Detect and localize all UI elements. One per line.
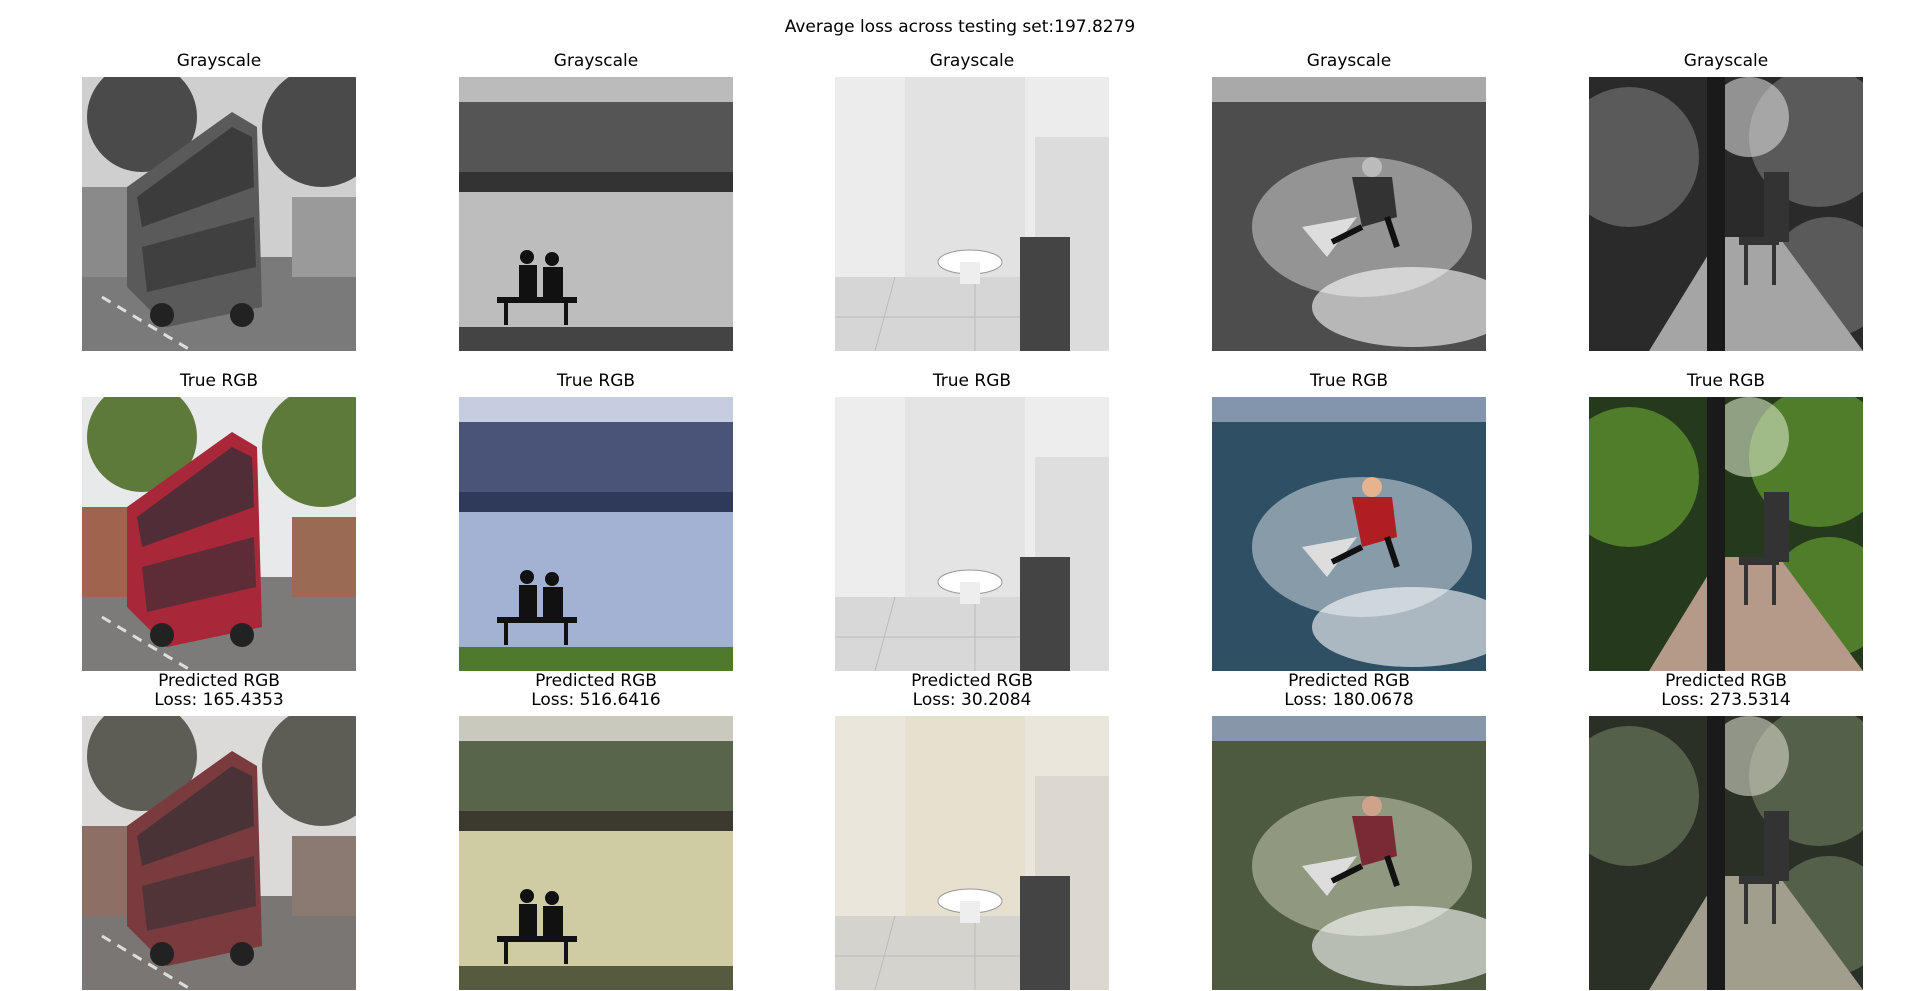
true-rgb-image-lake: [459, 397, 733, 671]
grayscale-title-5: Grayscale: [1683, 51, 1769, 71]
grayscale-title-3: Grayscale: [929, 51, 1015, 71]
predicted-image-lake: [459, 716, 733, 990]
grayscale-image-forest: [1589, 77, 1863, 351]
predicted-label-5: Predicted RGB: [1665, 671, 1787, 691]
predicted-label-4: Predicted RGB: [1288, 671, 1410, 691]
true-rgb-title-5: True RGB: [1686, 371, 1766, 391]
predicted-title-1: Predicted RGB Loss: 165.4353: [82, 672, 356, 710]
predicted-label-3: Predicted RGB: [911, 671, 1033, 691]
grayscale-image-surfer: [1212, 77, 1486, 351]
predicted-title-3: Predicted RGB Loss: 30.2084: [835, 672, 1109, 710]
grayscale-image-bathroom: [835, 77, 1109, 351]
loss-label-2: Loss: 516.6416: [531, 690, 661, 710]
loss-label-5: Loss: 273.5314: [1661, 690, 1791, 710]
predicted-title-5: Predicted RGB Loss: 273.5314: [1589, 672, 1863, 710]
predicted-title-2: Predicted RGB Loss: 516.6416: [459, 672, 733, 710]
grayscale-title-2: Grayscale: [553, 51, 639, 71]
grayscale-image-bus: [82, 77, 356, 351]
loss-label-3: Loss: 30.2084: [912, 690, 1032, 710]
true-rgb-title-1: True RGB: [179, 371, 259, 391]
grayscale-image-lake: [459, 77, 733, 351]
predicted-image-bus: [82, 716, 356, 990]
predicted-label-2: Predicted RGB: [535, 671, 657, 691]
predicted-title-4: Predicted RGB Loss: 180.0678: [1212, 672, 1486, 710]
grayscale-title-1: Grayscale: [176, 51, 262, 71]
predicted-image-forest: [1589, 716, 1863, 990]
true-rgb-title-3: True RGB: [932, 371, 1012, 391]
grayscale-title-4: Grayscale: [1306, 51, 1392, 71]
true-rgb-title-4: True RGB: [1309, 371, 1389, 391]
true-rgb-image-forest: [1589, 397, 1863, 671]
true-rgb-image-bus: [82, 397, 356, 671]
loss-label-4: Loss: 180.0678: [1284, 690, 1414, 710]
figure-suptitle: Average loss across testing set:197.8279: [784, 17, 1136, 37]
true-rgb-image-surfer: [1212, 397, 1486, 671]
predicted-image-surfer: [1212, 716, 1486, 990]
predicted-image-bathroom: [835, 716, 1109, 990]
true-rgb-title-2: True RGB: [556, 371, 636, 391]
predicted-label-1: Predicted RGB: [158, 671, 280, 691]
true-rgb-image-bathroom: [835, 397, 1109, 671]
loss-label-1: Loss: 165.4353: [154, 690, 284, 710]
